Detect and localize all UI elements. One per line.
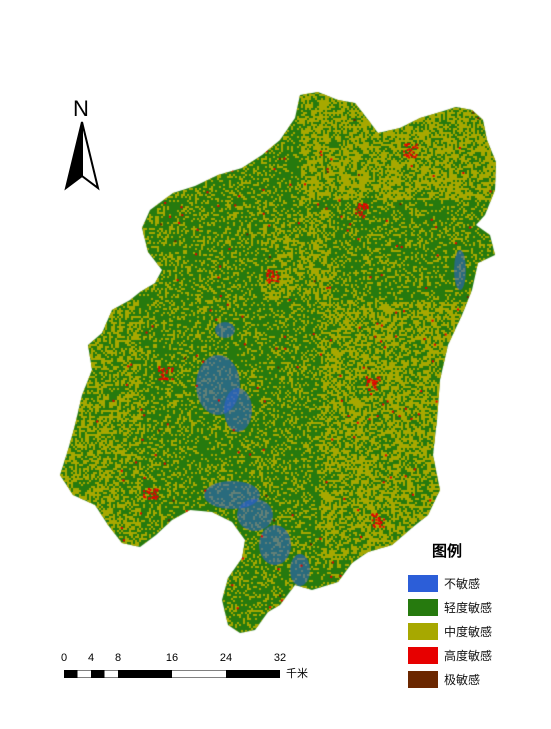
legend-label: 极敏感 xyxy=(444,672,481,687)
scalebar-tick: 32 xyxy=(273,652,287,664)
legend-swatch xyxy=(408,646,438,664)
north-arrow-label: N xyxy=(73,96,89,121)
scalebar-tick: 0 xyxy=(60,652,68,664)
legend-swatch xyxy=(408,574,438,592)
legend-item-slight: 轻度敏感 xyxy=(408,595,538,619)
scalebar-tick: 8 xyxy=(114,652,122,664)
legend-item-not-sensitive: 不敏感 xyxy=(408,571,538,595)
legend-swatch xyxy=(408,598,438,616)
scalebar-tick: 16 xyxy=(165,652,179,664)
legend-swatch xyxy=(408,622,438,640)
north-arrow-icon xyxy=(64,121,100,191)
scalebar-tick: 24 xyxy=(219,652,233,664)
scalebar-ticks: 0 4 8 16 24 32 xyxy=(0,652,551,668)
scalebar-unit: 千米 xyxy=(286,667,308,680)
legend-item-high: 高度敏感 xyxy=(408,643,538,667)
legend-label: 中度敏感 xyxy=(444,624,493,639)
legend-label: 轻度敏感 xyxy=(444,600,493,615)
legend-label: 高度敏感 xyxy=(444,648,493,663)
legend-item-moderate: 中度敏感 xyxy=(408,619,538,643)
legend: 图例 不敏感 轻度敏感 中度敏感 高度敏感 极敏感 xyxy=(408,540,538,691)
legend-title: 图例 xyxy=(432,542,463,560)
legend-swatch xyxy=(408,670,438,688)
legend-item-extreme: 极敏感 xyxy=(408,667,538,691)
scalebar-tick: 4 xyxy=(87,652,95,664)
scalebar xyxy=(64,670,280,678)
legend-label: 不敏感 xyxy=(444,576,481,591)
